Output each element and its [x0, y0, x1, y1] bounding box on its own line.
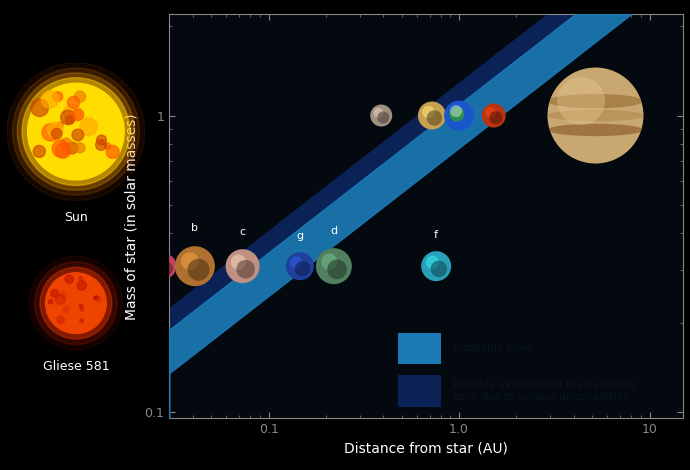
Ellipse shape: [547, 94, 644, 108]
Circle shape: [52, 140, 70, 157]
Circle shape: [48, 300, 52, 304]
Circle shape: [96, 140, 106, 150]
Circle shape: [77, 281, 86, 290]
Circle shape: [95, 296, 99, 300]
Circle shape: [295, 261, 310, 276]
Circle shape: [449, 107, 464, 122]
Text: e: e: [0, 469, 1, 470]
Circle shape: [422, 106, 435, 118]
Circle shape: [80, 319, 83, 322]
Circle shape: [418, 102, 446, 130]
Text: f: f: [434, 230, 438, 240]
Circle shape: [450, 105, 462, 117]
Circle shape: [159, 261, 172, 276]
Circle shape: [421, 251, 451, 281]
FancyBboxPatch shape: [398, 334, 442, 364]
Circle shape: [230, 254, 246, 270]
Circle shape: [72, 129, 83, 141]
Circle shape: [42, 124, 59, 141]
Circle shape: [236, 260, 255, 279]
Circle shape: [63, 104, 81, 122]
Text: Habitable zone: Habitable zone: [453, 343, 531, 353]
Circle shape: [97, 135, 106, 145]
Circle shape: [75, 143, 85, 153]
Circle shape: [46, 273, 106, 334]
Circle shape: [426, 110, 442, 126]
Circle shape: [22, 78, 130, 186]
Circle shape: [104, 143, 110, 149]
X-axis label: Distance from star (AU): Distance from star (AU): [344, 442, 508, 456]
Circle shape: [75, 91, 86, 102]
Text: Sun: Sun: [64, 212, 88, 224]
Circle shape: [33, 145, 46, 157]
Circle shape: [50, 290, 59, 298]
Circle shape: [57, 316, 64, 324]
Text: d: d: [331, 226, 337, 235]
Circle shape: [68, 96, 79, 109]
Circle shape: [290, 256, 303, 269]
Circle shape: [41, 91, 59, 108]
Circle shape: [65, 275, 74, 283]
Circle shape: [31, 99, 48, 117]
Circle shape: [426, 256, 439, 269]
Circle shape: [28, 83, 124, 180]
Circle shape: [155, 257, 166, 269]
Circle shape: [60, 138, 72, 149]
Circle shape: [106, 145, 119, 158]
Circle shape: [66, 142, 78, 154]
Ellipse shape: [547, 124, 644, 136]
Circle shape: [29, 256, 123, 350]
Text: b: b: [191, 223, 199, 233]
Circle shape: [40, 267, 112, 339]
FancyBboxPatch shape: [398, 375, 442, 407]
Circle shape: [482, 103, 506, 127]
Circle shape: [188, 259, 210, 281]
Circle shape: [57, 122, 63, 129]
Circle shape: [61, 110, 75, 125]
Circle shape: [557, 77, 605, 125]
Circle shape: [79, 304, 83, 308]
Circle shape: [60, 291, 66, 298]
Circle shape: [63, 308, 67, 312]
Circle shape: [17, 73, 135, 190]
Circle shape: [52, 128, 62, 139]
Circle shape: [371, 104, 392, 126]
Text: Possible extension of the habitable
zone due to various uncertainties.: Possible extension of the habitable zone…: [453, 380, 635, 402]
Text: Gliese 581: Gliese 581: [43, 360, 109, 373]
Ellipse shape: [547, 110, 644, 121]
Circle shape: [48, 122, 63, 138]
Circle shape: [79, 276, 83, 281]
Circle shape: [316, 248, 352, 284]
Circle shape: [150, 253, 177, 279]
Y-axis label: Mass of star (in solar masses): Mass of star (in solar masses): [125, 113, 139, 320]
Circle shape: [431, 261, 447, 277]
Circle shape: [489, 111, 502, 124]
Circle shape: [226, 249, 259, 283]
Circle shape: [34, 262, 117, 345]
Circle shape: [94, 296, 97, 299]
Circle shape: [327, 259, 347, 279]
Text: g: g: [297, 231, 304, 241]
Circle shape: [12, 68, 139, 195]
Circle shape: [55, 143, 70, 158]
Circle shape: [547, 68, 644, 164]
Circle shape: [175, 246, 215, 286]
Circle shape: [322, 254, 337, 270]
Circle shape: [377, 111, 389, 124]
Circle shape: [7, 63, 145, 201]
Circle shape: [181, 252, 199, 270]
Circle shape: [66, 116, 74, 125]
Circle shape: [444, 101, 474, 131]
Circle shape: [80, 118, 97, 135]
Circle shape: [72, 109, 83, 121]
Circle shape: [80, 307, 84, 311]
Circle shape: [286, 252, 314, 280]
Circle shape: [56, 295, 66, 305]
Circle shape: [53, 92, 63, 102]
Circle shape: [373, 108, 384, 118]
Circle shape: [63, 306, 70, 313]
Text: c: c: [239, 227, 246, 237]
Circle shape: [97, 297, 102, 303]
Circle shape: [485, 107, 496, 118]
